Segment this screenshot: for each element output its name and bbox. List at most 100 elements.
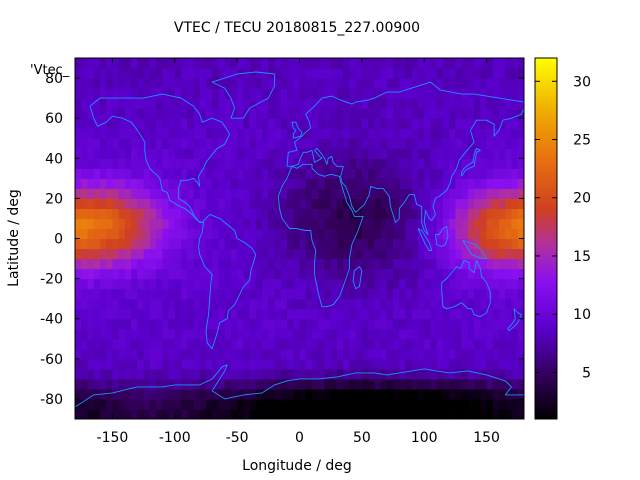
coastline-africa	[277, 163, 364, 308]
heatmap-cell	[430, 338, 438, 350]
heatmap-cell	[112, 118, 120, 129]
heatmap-cell	[131, 338, 138, 350]
heatmap-cell	[293, 268, 301, 280]
heatmap-cell	[393, 148, 400, 159]
heatmap-cell	[449, 128, 457, 139]
heatmap-cell	[424, 58, 432, 69]
heatmap-cell	[330, 318, 338, 330]
heatmap-cell	[237, 288, 244, 300]
heatmap-cell	[156, 178, 163, 189]
heatmap-cell	[336, 228, 344, 240]
heatmap-cell	[143, 58, 151, 69]
heatmap-cell	[81, 98, 89, 109]
heatmap-cell	[430, 298, 438, 310]
heatmap-cell	[205, 58, 213, 69]
heatmap-cell	[299, 358, 307, 370]
heatmap-cell	[368, 258, 375, 270]
heatmap-cell	[106, 148, 114, 159]
heatmap-cell	[449, 278, 457, 290]
heatmap-cell	[368, 248, 375, 260]
heatmap-cell	[280, 268, 288, 280]
heatmap-cell	[517, 228, 524, 240]
heatmap-cell	[237, 208, 244, 220]
heatmap-cell	[492, 228, 500, 240]
heatmap-cell	[505, 158, 513, 169]
heatmap-cell	[262, 348, 269, 360]
heatmap-cell	[511, 398, 519, 410]
heatmap-cell	[455, 178, 463, 189]
heatmap-cell	[517, 208, 524, 220]
heatmap-cell	[343, 68, 350, 79]
heatmap-cell	[243, 228, 251, 240]
heatmap-cell	[149, 398, 157, 410]
x-tick-label: -100	[159, 430, 191, 446]
heatmap-cell	[455, 218, 463, 230]
heatmap-cell	[93, 268, 101, 280]
heatmap-cell	[268, 88, 276, 99]
heatmap-cell	[187, 358, 195, 370]
heatmap-cell	[149, 368, 157, 380]
heatmap-cell	[187, 118, 195, 129]
heatmap-cell	[274, 128, 282, 139]
heatmap-cell	[461, 108, 469, 119]
heatmap-cell	[355, 238, 363, 250]
heatmap-cell	[249, 238, 257, 250]
heatmap-cell	[318, 408, 326, 419]
heatmap-cell	[199, 98, 207, 109]
heatmap-cell	[305, 318, 313, 330]
heatmap-cell	[280, 108, 288, 119]
heatmap-cell	[268, 148, 276, 159]
heatmap-cell	[299, 128, 307, 139]
heatmap-cell	[81, 68, 89, 79]
heatmap-cell	[106, 368, 114, 380]
heatmap-cell	[380, 378, 388, 390]
heatmap-cell	[330, 238, 338, 250]
heatmap-cell	[199, 148, 207, 159]
heatmap-cell	[137, 268, 145, 280]
heatmap-cell	[399, 228, 407, 240]
heatmap-cell	[442, 248, 450, 260]
heatmap-cell	[280, 148, 288, 159]
heatmap-cell	[411, 148, 419, 159]
heatmap-cell	[361, 348, 369, 360]
heatmap-cell	[131, 248, 138, 260]
heatmap-cell	[255, 198, 263, 210]
heatmap-cell	[168, 268, 176, 280]
heatmap-cell	[268, 378, 276, 390]
heatmap-cell	[299, 328, 307, 340]
heatmap-cell	[293, 308, 301, 320]
y-tick-label: -80	[40, 392, 63, 408]
heatmap-cell	[467, 378, 475, 390]
heatmap-cell	[442, 208, 450, 220]
heatmap-cell	[274, 358, 282, 370]
heatmap-cell	[168, 198, 176, 210]
heatmap-cell	[131, 158, 138, 169]
heatmap-cell	[305, 198, 313, 210]
heatmap-cell	[318, 238, 326, 250]
heatmap-cell	[517, 218, 524, 230]
heatmap-cell	[417, 368, 425, 380]
heatmap-cell	[124, 198, 132, 210]
heatmap-cell	[118, 118, 126, 129]
heatmap-cell	[336, 208, 344, 220]
heatmap-cell	[324, 158, 332, 169]
heatmap-cell	[399, 128, 407, 139]
heatmap-cell	[224, 258, 232, 270]
heatmap-cell	[436, 168, 444, 179]
heatmap-cell	[81, 218, 89, 230]
heatmap-cell	[87, 78, 95, 89]
heatmap-cell	[112, 238, 120, 250]
heatmap-cell	[218, 98, 226, 109]
heatmap-cell	[230, 188, 238, 199]
heatmap-cell	[293, 108, 301, 119]
heatmap-cell	[324, 78, 332, 89]
heatmap-cell	[81, 378, 89, 390]
heatmap-cell	[199, 338, 207, 350]
heatmap-cell	[237, 368, 244, 380]
heatmap-cell	[280, 118, 288, 129]
heatmap-cell	[293, 88, 301, 99]
heatmap-cell	[417, 128, 425, 139]
heatmap-cell	[480, 198, 488, 210]
heatmap-cell	[486, 158, 494, 169]
colorbar	[534, 57, 558, 420]
